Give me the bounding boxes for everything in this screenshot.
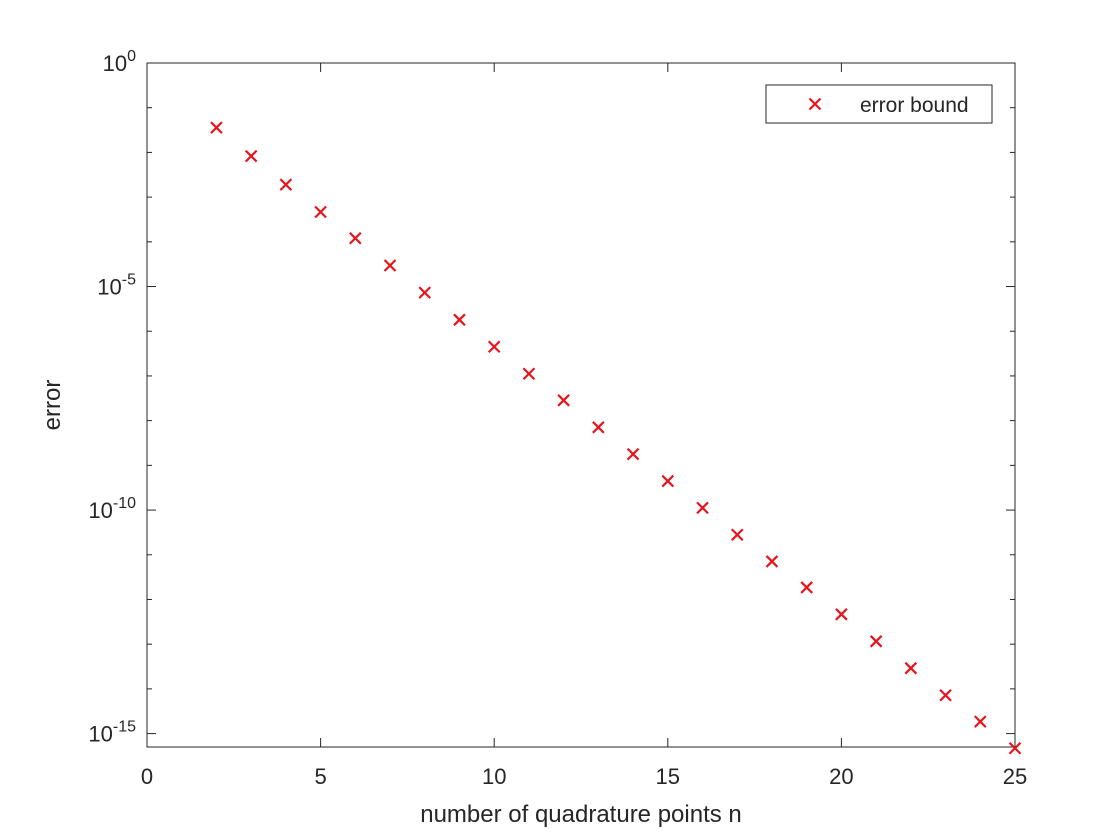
y-tick-labels: 100 10-5 10-10 10-15 [88,48,136,747]
x-tick-labels: 0 5 10 15 20 25 [141,764,1027,789]
data-point [904,661,918,675]
data-point [349,232,362,245]
data-point [835,608,848,621]
data-point [418,286,432,299]
x-tick-label: 0 [141,764,153,789]
plot-frame [146,62,1016,748]
legend-marker-x [808,97,822,111]
data-markers [210,121,1022,755]
y-tick-label: 10-5 [97,272,136,300]
x-tick-label: 25 [1003,764,1027,789]
x-axis-label: number of quadrature points n [420,801,742,828]
y-tick-label: 100 [103,48,136,76]
data-point [1008,741,1022,755]
data-point [522,367,536,381]
data-point [626,447,640,461]
legend-box [765,84,993,124]
y-axis-label: error [39,380,66,431]
data-point [869,635,883,648]
x-tick-label: 10 [482,764,506,789]
data-point [765,555,779,568]
plot-area [147,63,1015,747]
x-tick-label: 15 [656,764,680,789]
data-point [800,581,813,594]
y-tick-label: 10-15 [88,719,136,747]
data-point [730,528,744,542]
x-tick-label: 5 [314,764,326,789]
data-point [314,205,327,219]
data-point [974,715,987,728]
legend-label: error bound [860,94,969,117]
data-point [279,178,293,191]
data-point [661,474,675,488]
legend-marker [808,97,822,111]
data-point [244,149,258,163]
data-point [453,313,466,327]
data-point [210,121,223,134]
legend: error bound [765,84,993,124]
x-tick-label: 20 [829,764,853,789]
data-point [383,259,397,272]
data-point [939,688,952,702]
data-point [557,394,570,407]
data-point [487,340,501,354]
data-point [592,421,605,434]
y-tick-label: 10-10 [88,495,136,523]
data-point [696,501,709,515]
